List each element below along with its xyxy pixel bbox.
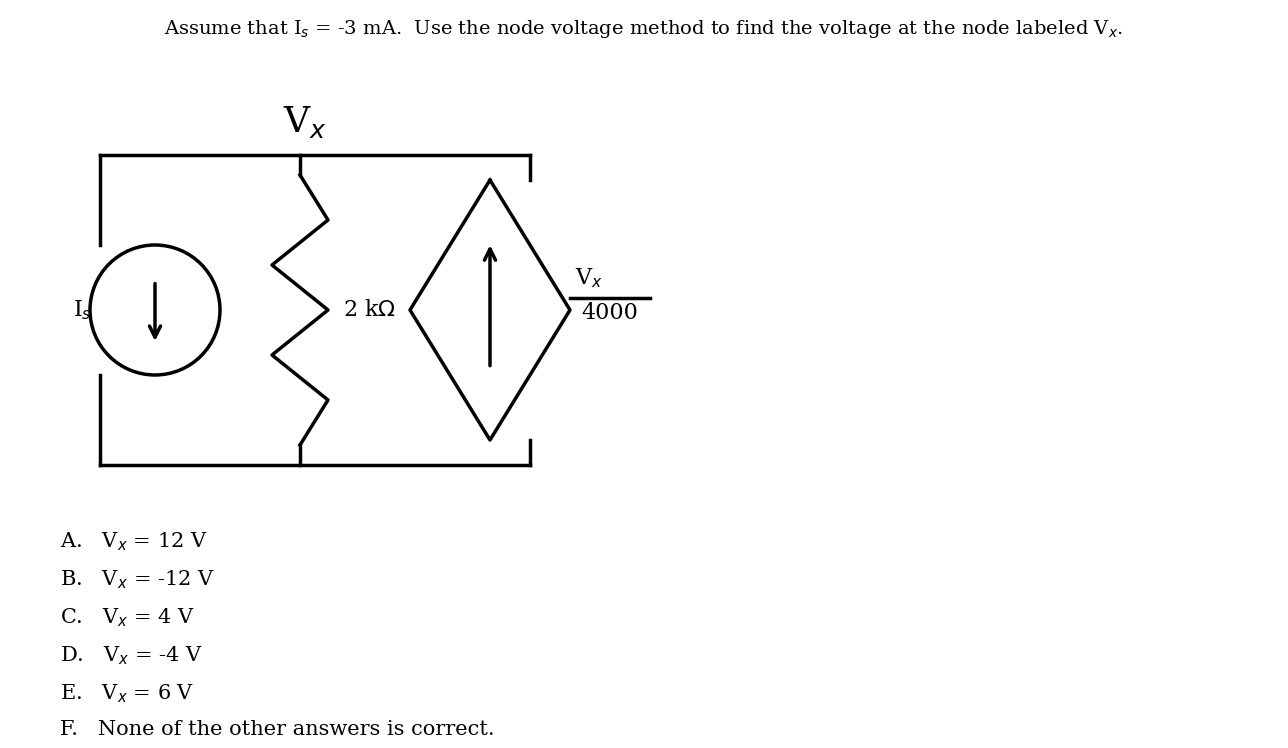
Text: A.   V$_x$ = 12 V: A. V$_x$ = 12 V (61, 530, 207, 553)
Text: V$_x$: V$_x$ (574, 266, 603, 290)
Text: E.   V$_x$ = 6 V: E. V$_x$ = 6 V (61, 682, 194, 705)
Text: F.   None of the other answers is correct.: F. None of the other answers is correct. (61, 720, 495, 739)
Text: 2 k$\Omega$: 2 k$\Omega$ (343, 299, 395, 321)
Text: C.   V$_x$ = 4 V: C. V$_x$ = 4 V (61, 606, 194, 628)
Text: 4000: 4000 (582, 302, 639, 324)
Text: Assume that I$_s$ = -3 mA.  Use the node voltage method to find the voltage at t: Assume that I$_s$ = -3 mA. Use the node … (165, 18, 1123, 40)
Text: I$_s$: I$_s$ (73, 298, 91, 322)
Text: V$_x$: V$_x$ (283, 104, 327, 140)
Text: D.   V$_x$ = -4 V: D. V$_x$ = -4 V (61, 644, 204, 666)
Text: B.   V$_x$ = -12 V: B. V$_x$ = -12 V (61, 568, 215, 591)
